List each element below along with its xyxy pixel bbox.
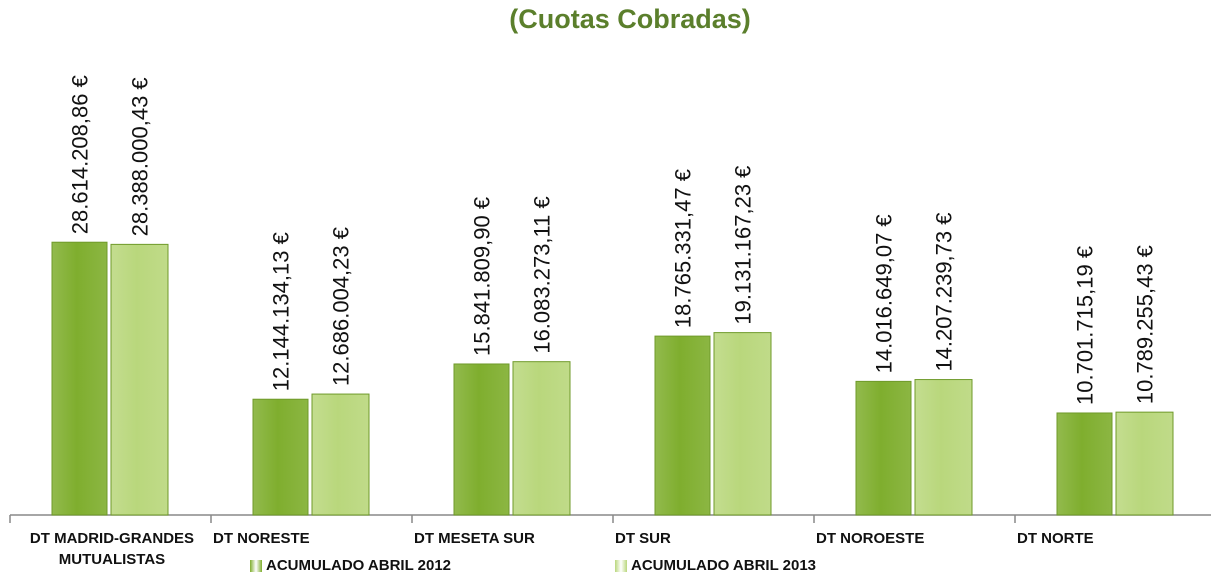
bar [252,398,309,516]
bar [51,241,108,516]
bar [110,243,169,516]
value-label: 14.016.649,07 € [872,214,897,373]
value-label: 14.207.239,73 € [932,213,957,372]
x-tick-label: DT NORTE [1017,530,1094,547]
bar [654,335,711,516]
x-tick-label: DT MESETA SUR [414,530,535,547]
chart-title: (Cuotas Cobradas) [509,4,751,34]
bar [512,361,571,516]
legend-item: ACUMULADO ABRIL 2012 [250,557,451,574]
value-label: 10.701.715,19 € [1073,246,1098,405]
value-label: 12.686.004,23 € [329,227,354,386]
value-label: 28.614.208,86 € [68,75,93,234]
bar [453,363,510,516]
x-tick-label: DT MADRID-GRANDES MUTUALISTAS [29,530,195,568]
value-label: 12.144.134,13 € [269,232,294,391]
bar [1056,412,1113,516]
legend-label: ACUMULADO ABRIL 2012 [266,557,452,574]
bar [311,393,370,516]
value-label: 28.388.000,43 € [128,77,153,236]
value-label: 10.789.255,43 € [1133,245,1158,404]
bar [713,332,772,516]
bar [1115,411,1174,516]
legend-item: ACUMULADO ABRIL 2013 [615,557,816,574]
x-tick-label: DT NOROESTE [816,530,925,547]
bar [855,380,912,516]
bar [914,379,973,516]
x-tick-label: DT NORESTE [213,530,310,547]
legend-swatch [615,559,627,572]
value-label: 16.083.273,11 € [530,196,555,353]
legend-swatch [250,559,262,572]
x-tick-label: DT SUR [615,530,671,547]
legend-label: ACUMULADO ABRIL 2013 [631,557,817,574]
value-label: 18.765.331,47 € [671,169,696,328]
value-label: 19.131.167,23 € [731,166,756,325]
value-label: 15.841.809,90 € [470,197,495,356]
